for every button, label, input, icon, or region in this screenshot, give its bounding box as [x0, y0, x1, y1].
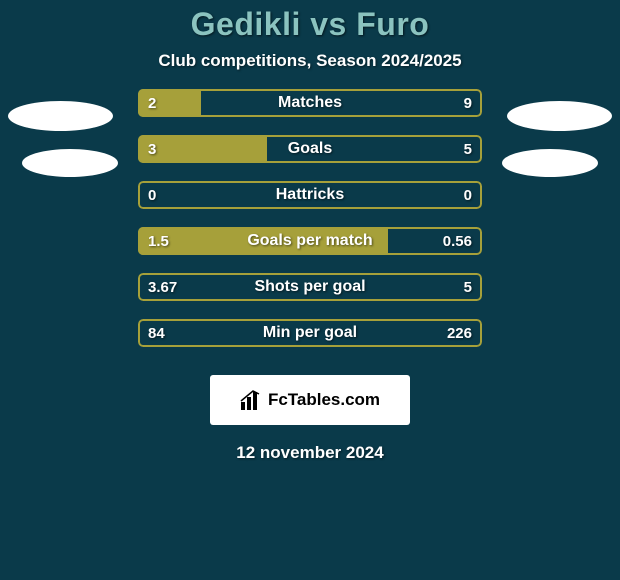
stats-area: 29Matches35Goals00Hattricks1.50.56Goals …	[0, 101, 620, 371]
subtitle: Club competitions, Season 2024/2025	[0, 51, 620, 71]
stat-row: 3.675Shots per goal	[138, 273, 482, 301]
player-right-photo-top	[507, 101, 612, 131]
stat-row: 29Matches	[138, 89, 482, 117]
stat-row: 00Hattricks	[138, 181, 482, 209]
barchart-icon	[240, 390, 262, 410]
stat-label: Hattricks	[138, 181, 482, 209]
stat-label: Matches	[138, 89, 482, 117]
player-right-photo-bot	[502, 149, 598, 177]
player-left-photo-top	[8, 101, 113, 131]
stat-row: 35Goals	[138, 135, 482, 163]
title-vs: vs	[301, 6, 356, 42]
stat-label: Min per goal	[138, 319, 482, 347]
player-left-photo-bot	[22, 149, 118, 177]
stat-row: 1.50.56Goals per match	[138, 227, 482, 255]
stat-row: 84226Min per goal	[138, 319, 482, 347]
infographic-wrap: Gedikli vs Furo Club competitions, Seaso…	[0, 0, 620, 580]
bars-container: 29Matches 35Goals 00Hattricks 1.50.56Goals …	[138, 89, 482, 365]
player-left-name: Gedikli	[191, 6, 301, 42]
brand-box: FcTables.com	[210, 375, 410, 425]
player-right-name: Furo	[356, 6, 429, 42]
brand-text: FcTables.com	[268, 390, 380, 410]
stat-label: Goals per match	[138, 227, 482, 255]
title: Gedikli vs Furo	[0, 0, 620, 43]
stat-label: Shots per goal	[138, 273, 482, 301]
date-text: 12 november 2024	[0, 443, 620, 463]
stat-label: Goals	[138, 135, 482, 163]
